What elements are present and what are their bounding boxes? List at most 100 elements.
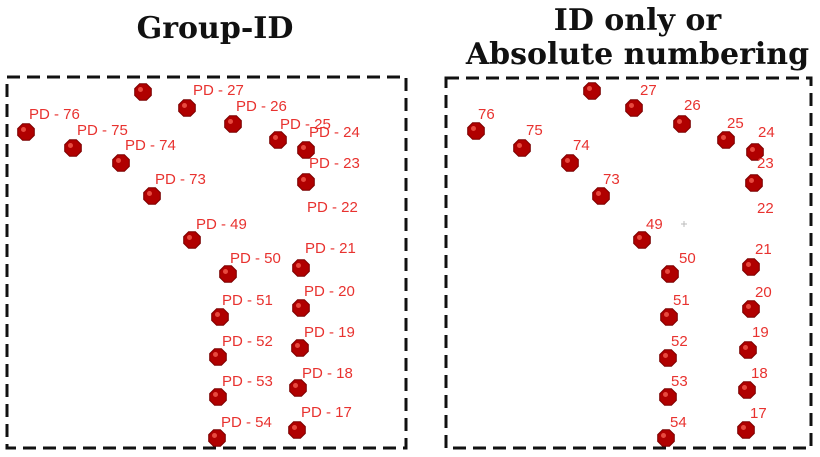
absolute-point-label: 74 [573,137,590,154]
group-id-point-label: PD - 53 [222,373,273,390]
absolute-numbering-title: ID only or Absolute numbering [455,4,820,72]
absolute-numbering-title-line2: Absolute numbering [465,37,810,72]
group-id-point-marker [112,154,130,172]
absolute-point-label: 73 [603,171,620,188]
group-id-point-label: PD - 17 [301,404,352,421]
group-id-point-marker [288,421,306,439]
absolute-point-marker [742,300,760,318]
absolute-point-label: 23 [757,155,774,172]
group-id-point-label: PD - 76 [29,106,80,123]
absolute-point-marker [660,308,678,326]
absolute-point-marker [583,82,601,100]
group-id-point-highlight [116,158,121,163]
absolute-point-highlight [517,143,522,148]
absolute-point-label: 26 [684,97,701,114]
group-id-point-highlight [147,191,152,196]
absolute-point-label: 22 [757,200,774,217]
group-id-point-highlight [301,177,306,182]
group-id-point-highlight [296,263,301,268]
absolute-point-highlight [749,178,754,183]
group-id-point-marker [211,308,229,326]
absolute-point-marker [661,265,679,283]
group-id-point-marker [134,83,152,101]
group-id-point-marker [183,231,201,249]
group-id-point-highlight [273,135,278,140]
group-id-point-highlight [215,312,220,317]
absolute-point-highlight [742,385,747,390]
absolute-point-marker [659,388,677,406]
group-id-point-highlight [138,87,143,92]
absolute-point-highlight [629,103,634,108]
group-id-point-highlight [187,235,192,240]
absolute-point-highlight [596,191,601,196]
absolute-point-highlight [746,304,751,309]
absolute-point-marker [738,381,756,399]
plus-marker [681,221,687,227]
group-id-point-highlight [295,343,300,348]
group-id-point-label: PD - 51 [222,292,273,309]
group-id-point-highlight [292,425,297,430]
absolute-point-marker [592,187,610,205]
absolute-point-marker [659,349,677,367]
absolute-point-marker [673,115,691,133]
group-id-point-marker [292,259,310,277]
group-id-title: Group-ID [136,11,294,46]
group-id-point-marker [292,299,310,317]
group-id-point-label: PD - 75 [77,122,128,139]
group-id-point-highlight [68,143,73,148]
group-id-point-highlight [213,352,218,357]
group-id-point-label: PD - 24 [309,124,360,141]
group-id-point-label: PD - 50 [230,250,281,267]
absolute-point-highlight [750,147,755,152]
absolute-point-label: 76 [478,106,495,123]
absolute-point-marker [513,139,531,157]
group-id-point-highlight [293,383,298,388]
group-id-point-marker [289,379,307,397]
absolute-point-label: 49 [646,216,663,233]
absolute-point-label: 21 [755,241,772,258]
group-id-point-highlight [296,303,301,308]
absolute-point-highlight [663,392,668,397]
absolute-point-marker [717,131,735,149]
group-id-point-label: PD - 25 [280,116,331,133]
absolute-point-highlight [677,119,682,124]
group-id-point-marker [297,173,315,191]
absolute-point-label: 24 [758,124,775,141]
group-id-point-marker [17,123,35,141]
absolute-point-marker [745,174,763,192]
group-id-point-marker [208,429,226,447]
absolute-point-highlight [746,262,751,267]
absolute-point-highlight [743,345,748,350]
absolute-point-label: 75 [526,122,543,139]
absolute-point-label: 17 [750,405,767,422]
absolute-point-label: 25 [727,115,744,132]
group-id-point-label: PD - 19 [304,324,355,341]
absolute-point-highlight [664,312,669,317]
group-id-point-marker [219,265,237,283]
group-id-point-marker [209,388,227,406]
absolute-point-highlight [663,353,668,358]
absolute-point-highlight [665,269,670,274]
group-id-point-highlight [223,269,228,274]
group-id-point-label: PD - 74 [125,137,176,154]
group-id-point-highlight [228,119,233,124]
group-id-point-label: PD - 22 [307,199,358,216]
absolute-point-highlight [721,135,726,140]
group-id-point-label: PD - 73 [155,171,206,188]
absolute-point-marker [633,231,651,249]
absolute-point-highlight [661,433,666,438]
group-id-point-marker [224,115,242,133]
group-id-point-highlight [182,103,187,108]
group-id-point-marker [269,131,287,149]
absolute-point-label: 20 [755,284,772,301]
group-id-point-label: PD - 49 [196,216,247,233]
absolute-point-label: 19 [752,324,769,341]
absolute-point-highlight [565,158,570,163]
absolute-point-label: 27 [640,82,657,99]
absolute-point-highlight [741,425,746,430]
group-id-point-label: PD - 20 [304,283,355,300]
absolute-numbering-points: 27 26 25 24 76 75 74 73 23 22 49 21 50 20 51 19 52 18 53 17… [467,82,775,447]
group-id-point-label: PD - 21 [305,240,356,257]
